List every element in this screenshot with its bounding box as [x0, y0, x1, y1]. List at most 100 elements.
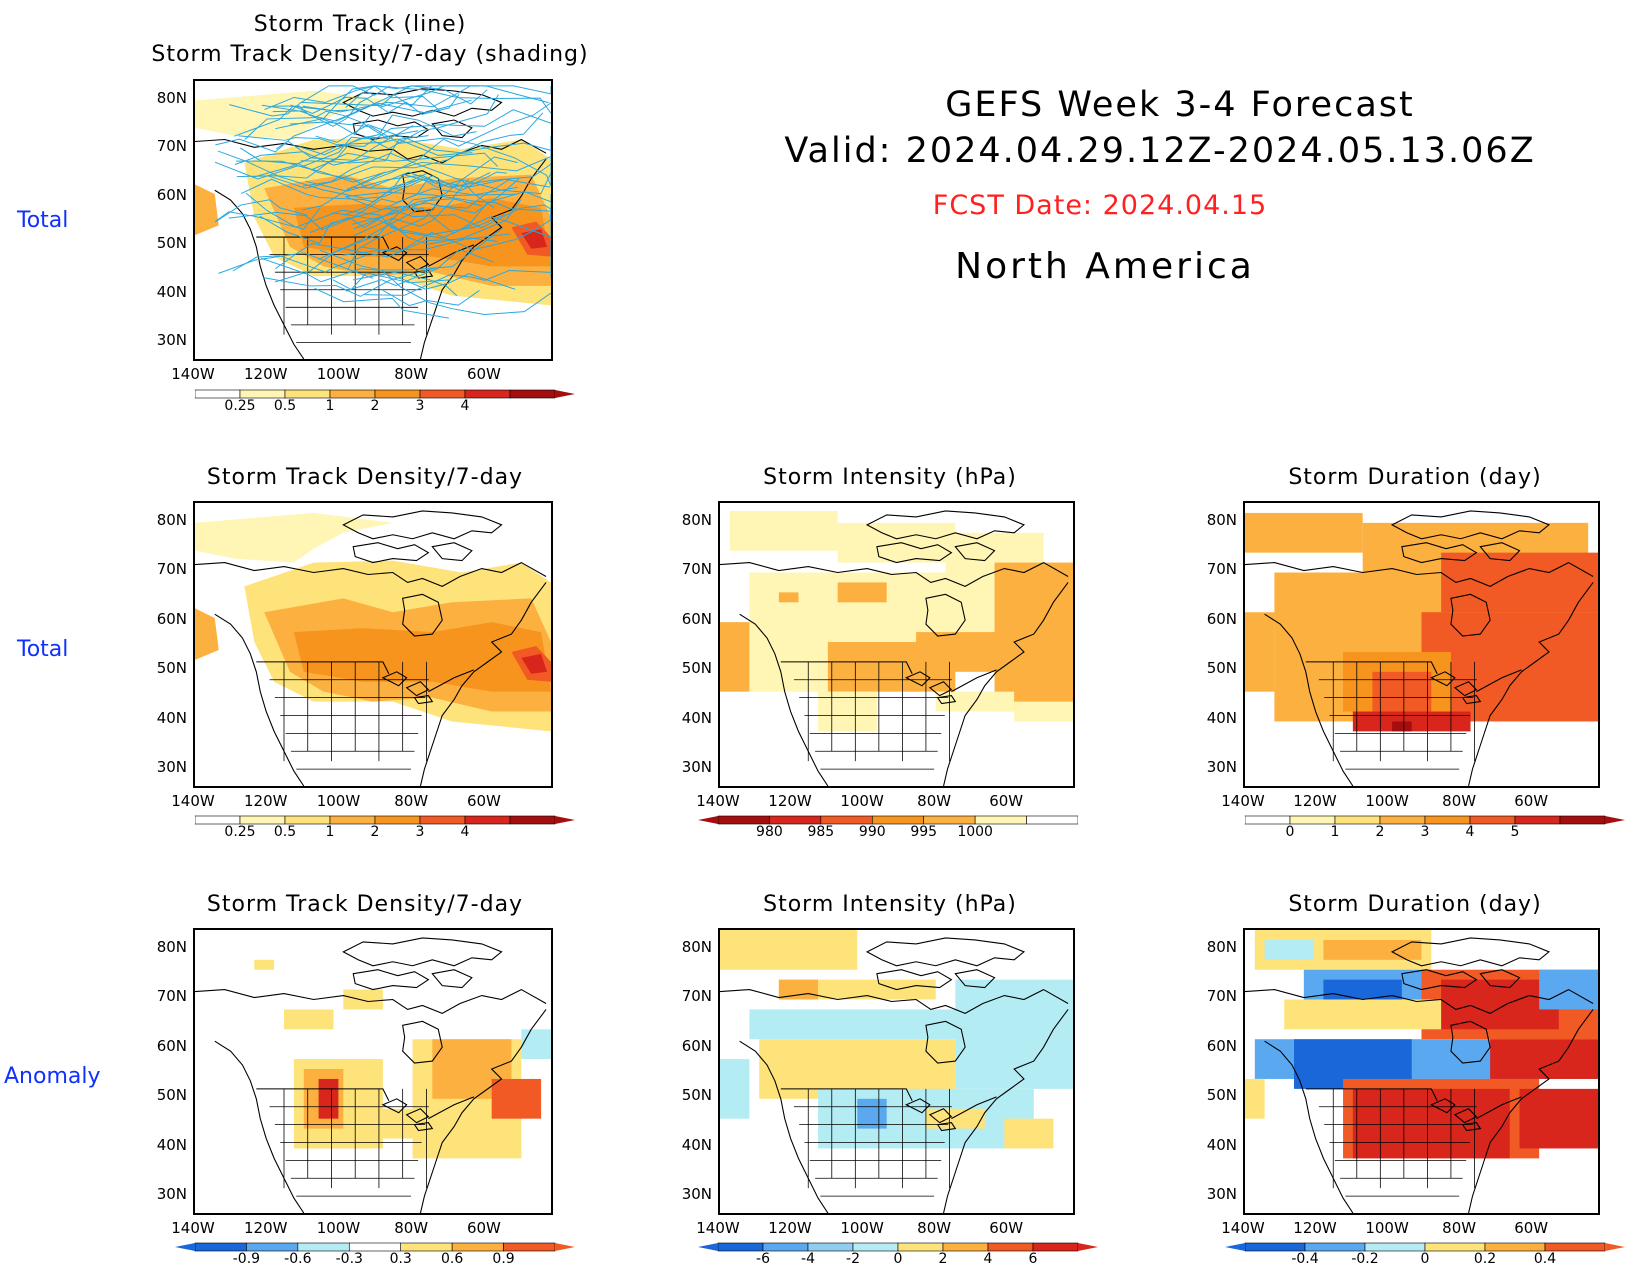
grid-cell [955, 532, 1044, 563]
m5-plot [195, 937, 551, 1213]
colorbar-tick-label: -0.3 [335, 1251, 363, 1267]
colorbar-segment [1244, 815, 1291, 825]
grid-cell [778, 979, 819, 1000]
colorbar-arrow-right [1605, 816, 1625, 824]
colorbar-segment [1424, 815, 1471, 825]
lat-tick-label: 50N [681, 659, 712, 678]
lat-tick-label: 80N [681, 511, 712, 529]
row-label-total-2: Total [17, 637, 69, 662]
colorbar-tick-label: 3 [415, 824, 425, 840]
colorbar-arrow-right [555, 390, 575, 398]
state-boundaries [793, 661, 952, 770]
state-boundaries [1318, 661, 1477, 770]
colorbar-segment [974, 815, 1027, 825]
colorbar-tick-label: 0.25 [224, 824, 256, 840]
colorbar-tick-label: -0.6 [284, 1251, 312, 1267]
colorbar-tick-label: 1 [1330, 824, 1340, 840]
lat-tick-label: 70N [156, 137, 187, 156]
colorbar-segment [284, 815, 331, 825]
colorbar-segment [284, 389, 331, 399]
lat-tick-label: 40N [681, 1135, 712, 1154]
lat-tick-label: 50N [681, 1086, 712, 1105]
colorbar-segment [1364, 1242, 1426, 1252]
grid-cell [857, 1098, 887, 1129]
grid-cell [343, 989, 383, 1010]
colorbar-arrow-left [698, 1243, 718, 1251]
row-label-total-1: Total [17, 208, 69, 233]
lon-tick-label: 100W [316, 1219, 361, 1237]
m2-plot [195, 510, 551, 786]
colorbar-arrow-right [555, 1243, 575, 1251]
colorbar-segment [1424, 1242, 1486, 1252]
colorbar-tick-label: 0.6 [441, 1251, 464, 1267]
lat-tick-label: 40N [156, 1135, 187, 1154]
colorbar-segment [871, 815, 925, 825]
colorbar-tick-label: -4 [801, 1251, 815, 1267]
lon-tick-label: 60W [466, 792, 501, 810]
lon-tick-label: 100W [316, 365, 361, 383]
panel5-title: Storm Track Density/7-day [206, 892, 524, 917]
lon-tick-label: 80W [394, 365, 429, 383]
colorbar-tick-label: 2 [370, 398, 380, 414]
lon-tick-label: 80W [394, 1219, 429, 1237]
grid-cell [254, 959, 275, 970]
m4-plot [1245, 510, 1598, 786]
map-track-density-anomaly [193, 928, 553, 1215]
colorbar-tick-label: 4 [460, 824, 470, 840]
grid-cell [1004, 1118, 1054, 1149]
colorbar-p4 [1225, 815, 1625, 825]
colorbar-tick-label: 995 [910, 824, 938, 840]
state-boundaries [269, 661, 429, 770]
lat-tick-label: 70N [1206, 987, 1237, 1006]
state-boundaries [793, 1088, 952, 1197]
lat-tick-label: 60N [1206, 609, 1237, 628]
colorbar-segment [464, 815, 511, 825]
map-duration-anomaly [1243, 928, 1600, 1215]
colorbar-segment [1514, 815, 1561, 825]
colorbar-segment [897, 1242, 944, 1252]
colorbar-segment [807, 1242, 854, 1252]
grid-cell [521, 1029, 551, 1060]
lat-tick-label: 30N [1206, 758, 1237, 776]
lon-tick-label: 120W [243, 1219, 288, 1237]
grid-cell [1264, 939, 1314, 960]
grid-cell [827, 642, 956, 692]
grid-cell [837, 522, 956, 563]
lat-tick-label: 80N [1206, 938, 1237, 956]
colorbar-segment [194, 815, 241, 825]
colorbar-tick-label: 0 [1420, 1251, 1430, 1267]
colorbar-tick-label: -0.2 [1351, 1251, 1379, 1267]
colorbar-tick-label: 0.25 [224, 398, 256, 414]
panel3-title: Storm Intensity (hPa) [763, 465, 1017, 490]
colorbar-tick-label: 4 [460, 398, 470, 414]
lat-tick-label: 50N [1206, 659, 1237, 678]
colorbar-segment [194, 1242, 247, 1252]
storm-track-lines [214, 85, 551, 319]
lon-tick-label: 100W [1365, 1219, 1409, 1237]
lat-tick-label: 80N [156, 938, 187, 956]
grid-cell [1490, 1039, 1598, 1079]
colorbar-tick-label: -6 [756, 1251, 770, 1267]
panel1-title-line1: Storm Track (line) [253, 12, 467, 37]
coastline [720, 510, 1069, 786]
lon-tick-label: 60W [1514, 792, 1549, 810]
lon-tick-label: 80W [394, 792, 429, 810]
colorbar-tick-label: 0.4 [1533, 1251, 1557, 1267]
colorbar-segment [923, 815, 976, 825]
colorbar-segment [329, 815, 376, 825]
panel2-title: Storm Track Density/7-day [206, 465, 524, 490]
colorbar-arrow-left [1225, 816, 1245, 824]
density-low [195, 512, 393, 563]
colorbar-arrow-left [175, 816, 195, 824]
colorbar-segment [1379, 815, 1426, 825]
lat-tick-label: 60N [1206, 1036, 1237, 1055]
lat-tick-label: 40N [1206, 708, 1237, 727]
m1-plot [195, 85, 551, 359]
grid-cell [1352, 711, 1471, 732]
grid-cell [1245, 512, 1363, 553]
colorbar-tick-label: 2 [938, 1251, 948, 1267]
colorbar-segment [769, 815, 822, 825]
colorbar-segment [419, 389, 466, 399]
grid-cell [1392, 721, 1412, 732]
lat-tick-label: 70N [156, 987, 187, 1006]
